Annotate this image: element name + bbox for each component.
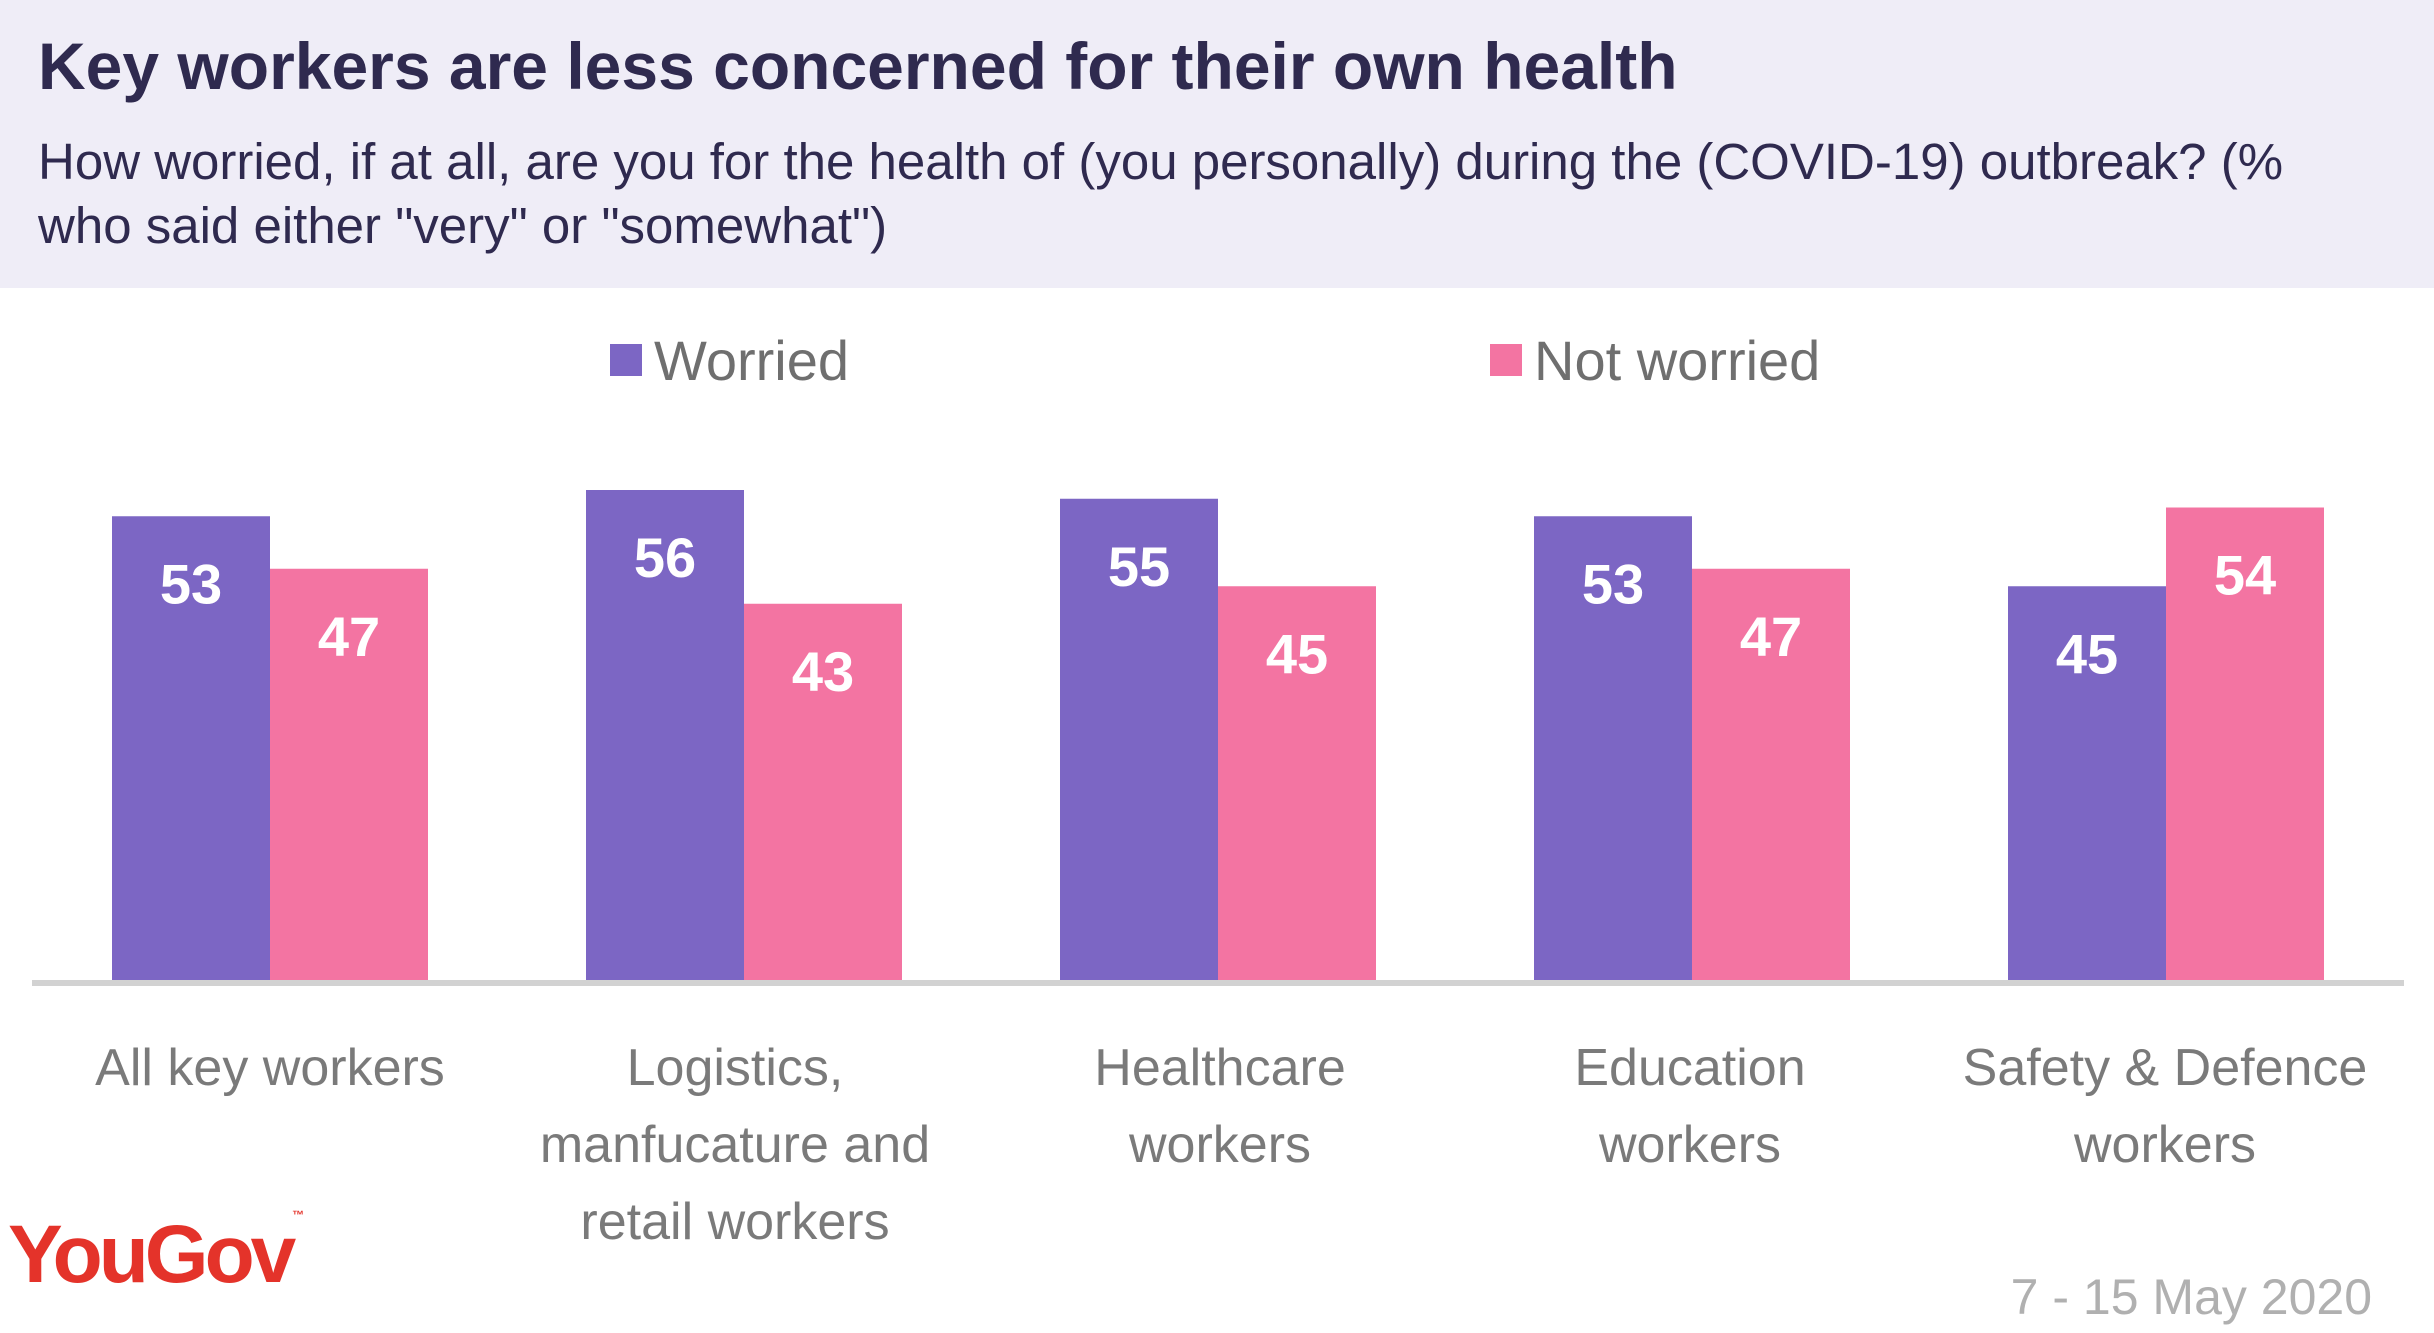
- data-label-not-worried-all-key-workers: 47: [318, 605, 380, 668]
- data-label-not-worried-education-workers: 47: [1740, 605, 1802, 668]
- bar-worried-healthcare-workers: [1060, 498, 1218, 980]
- bar-not-worried-logistics-manfucature-and-retail-workers: [744, 603, 902, 980]
- data-label-worried-all-key-workers: 53: [160, 552, 222, 615]
- bar-worried-logistics-manfucature-and-retail-workers: [586, 490, 744, 980]
- yougov-logo: YouGov™: [8, 1208, 305, 1300]
- category-label-all-key-workers: All key workers: [95, 1039, 445, 1097]
- data-label-worried-education-workers: 53: [1582, 552, 1644, 615]
- page-title: Key workers are less concerned for their…: [38, 29, 1678, 103]
- legend-item-worried: Worried: [610, 328, 850, 392]
- header-panel: Key workers are less concerned for their…: [0, 0, 2434, 288]
- legend-item-not-worried: Not worried: [1490, 328, 1821, 392]
- data-label-not-worried-logistics-manfucature-and-retail-workers: 43: [792, 640, 854, 703]
- data-label-worried-logistics-manfucature-and-retail-workers: 56: [634, 526, 696, 589]
- bar-not-worried-education-workers: [1692, 568, 1850, 980]
- legend-label-worried: Worried: [654, 328, 850, 392]
- legend-swatch-worried: [610, 344, 642, 376]
- category-label-healthcare: Healthcare workers: [1094, 1039, 1346, 1174]
- category-label-logistics: Logistics, manfucature and retail worker…: [539, 1039, 931, 1251]
- survey-date: 7 - 15 May 2020: [2010, 1269, 2372, 1325]
- bar-not-worried-safety-defence-workers: [2166, 507, 2324, 980]
- page-subtitle: How worried, if at all, are you for the …: [38, 133, 2284, 254]
- bar-not-worried-all-key-workers: [270, 568, 428, 980]
- data-label-not-worried-safety-defence-workers: 54: [2214, 544, 2276, 607]
- bar-not-worried-healthcare-workers: [1218, 586, 1376, 980]
- bar-worried-safety-defence-workers: [2008, 586, 2166, 980]
- category-label-education: Education workers: [1574, 1039, 1806, 1174]
- data-label-worried-safety-defence-workers: 45: [2056, 622, 2118, 685]
- bar-worried-all-key-workers: [112, 516, 270, 980]
- legend-swatch-not-worried: [1490, 344, 1522, 376]
- category-label-safety-defence: Safety & Defence workers: [1962, 1039, 2368, 1174]
- data-label-worried-healthcare-workers: 55: [1108, 535, 1170, 598]
- data-label-not-worried-healthcare-workers: 45: [1266, 622, 1328, 685]
- bar-worried-education-workers: [1534, 516, 1692, 980]
- legend-label-not-worried: Not worried: [1534, 328, 1821, 392]
- brand-name: YouGov: [8, 1209, 296, 1300]
